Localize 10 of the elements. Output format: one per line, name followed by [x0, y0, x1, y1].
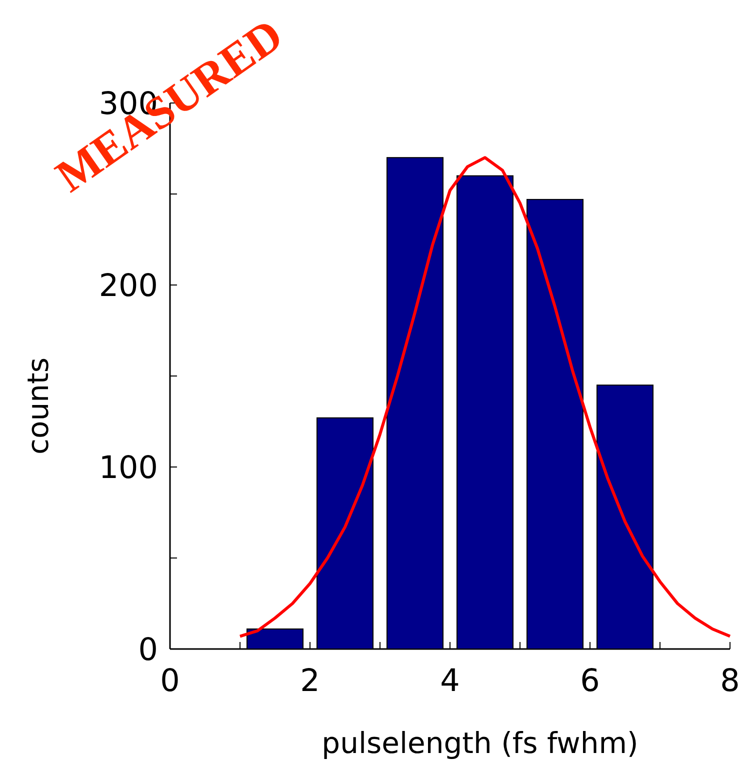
y-axis-title: counts	[21, 358, 55, 454]
y-tick-label: 100	[98, 450, 158, 486]
y-tick-label: 0	[138, 632, 158, 668]
x-tick-label: 8	[720, 663, 740, 699]
x-axis-title: pulselength (fs fwhm)	[322, 726, 638, 760]
x-tick-label: 6	[580, 663, 600, 699]
x-tick-label: 4	[440, 663, 460, 699]
y-tick-label: 200	[98, 268, 158, 304]
x-tick-label: 0	[160, 663, 180, 699]
x-tick-label: 2	[300, 663, 320, 699]
